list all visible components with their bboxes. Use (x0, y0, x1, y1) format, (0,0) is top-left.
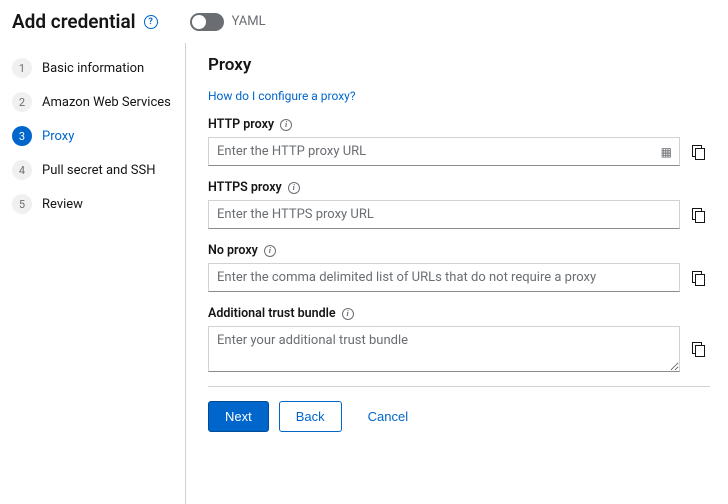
body: 1 Basic information 2 Amazon Web Service… (0, 43, 728, 504)
copy-icon (692, 145, 704, 159)
configure-proxy-help-link[interactable]: How do I configure a proxy? (208, 89, 356, 103)
field-trust-bundle: Additional trust bundle i (208, 306, 710, 372)
step-number: 5 (12, 194, 32, 214)
step-basic-information[interactable]: 1 Basic information (6, 51, 179, 85)
info-icon[interactable]: i (288, 182, 300, 194)
help-icon[interactable]: ? (144, 15, 158, 29)
step-label: Review (42, 197, 83, 212)
copy-button[interactable] (686, 263, 710, 292)
step-amazon-web-services[interactable]: 2 Amazon Web Services (6, 85, 179, 119)
no-proxy-label: No proxy (208, 243, 258, 258)
main-panel: Proxy How do I configure a proxy? HTTP p… (186, 43, 728, 504)
step-pull-secret-ssh[interactable]: 4 Pull secret and SSH (6, 153, 179, 187)
copy-button[interactable] (686, 326, 710, 372)
clipboard-icon[interactable]: ▦ (661, 145, 672, 159)
yaml-toggle-label: YAML (232, 14, 266, 29)
copy-icon (692, 271, 704, 285)
info-icon[interactable]: i (342, 308, 354, 320)
page-header: Add credential ? YAML (0, 0, 728, 43)
info-icon[interactable]: i (264, 245, 276, 257)
step-label: Pull secret and SSH (42, 163, 156, 178)
copy-button[interactable] (686, 137, 710, 166)
yaml-toggle[interactable] (190, 13, 224, 31)
copy-icon (692, 342, 704, 356)
step-proxy[interactable]: 3 Proxy (6, 119, 179, 153)
next-button[interactable]: Next (208, 401, 269, 432)
step-review[interactable]: 5 Review (6, 187, 179, 221)
trust-bundle-label: Additional trust bundle (208, 306, 336, 321)
http-proxy-label: HTTP proxy (208, 117, 274, 132)
no-proxy-input[interactable] (208, 263, 680, 292)
field-https-proxy: HTTPS proxy i (208, 180, 710, 229)
field-no-proxy: No proxy i (208, 243, 710, 292)
section-heading: Proxy (208, 55, 710, 75)
step-label: Amazon Web Services (42, 95, 171, 110)
copy-icon (692, 208, 704, 222)
http-proxy-input[interactable] (208, 137, 680, 166)
info-icon[interactable]: i (280, 119, 292, 131)
field-http-proxy: HTTP proxy i ▦ (208, 117, 710, 166)
https-proxy-input[interactable] (208, 200, 680, 229)
step-label: Proxy (42, 129, 74, 144)
https-proxy-label: HTTPS proxy (208, 180, 282, 195)
back-button[interactable]: Back (279, 401, 342, 432)
step-number: 3 (12, 126, 32, 146)
trust-bundle-textarea[interactable] (208, 326, 680, 372)
page-title: Add credential (12, 10, 136, 33)
step-number: 1 (12, 58, 32, 78)
step-label: Basic information (42, 61, 144, 76)
wizard-sidebar: 1 Basic information 2 Amazon Web Service… (0, 43, 186, 504)
step-number: 2 (12, 92, 32, 112)
wizard-footer: Next Back Cancel (208, 386, 710, 432)
step-number: 4 (12, 160, 32, 180)
cancel-button[interactable]: Cancel (352, 402, 424, 431)
copy-button[interactable] (686, 200, 710, 229)
yaml-toggle-group: YAML (190, 13, 266, 31)
